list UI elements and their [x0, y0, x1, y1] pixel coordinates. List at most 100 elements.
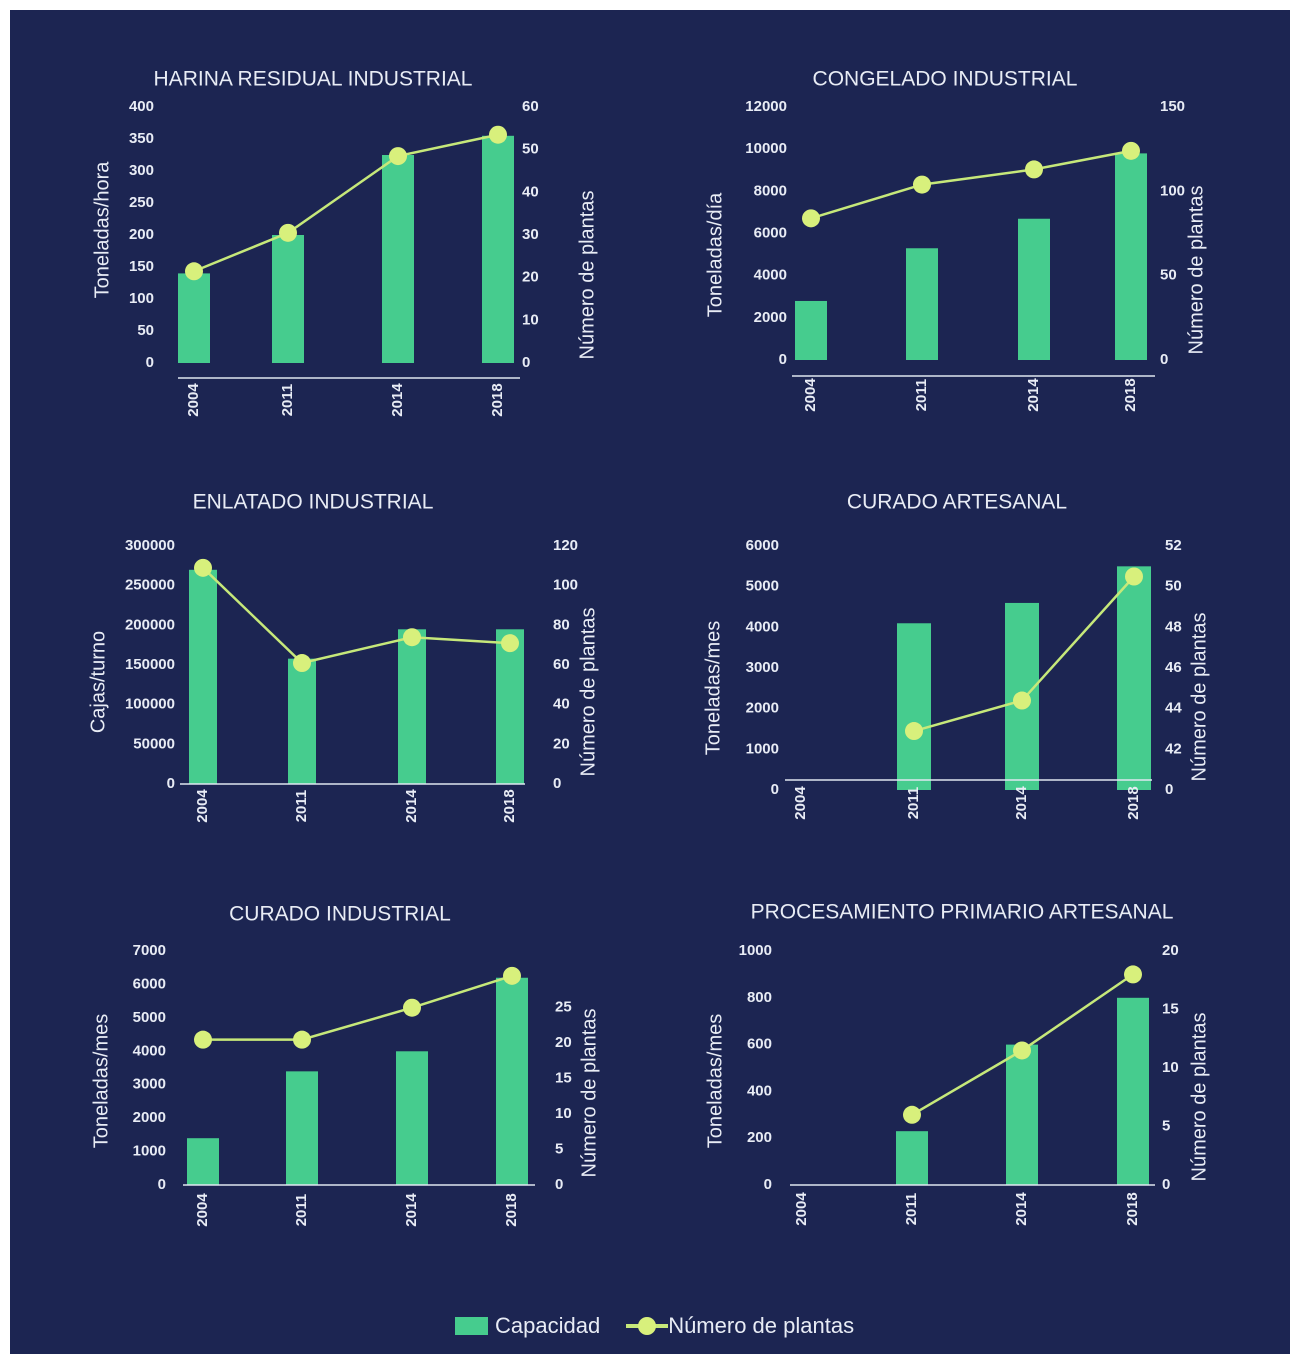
chart-1-y2tick-label: 50	[522, 141, 539, 158]
chart-4-xtick-label: 2014	[1013, 786, 1030, 820]
chart-3-xtick-label: 2018	[501, 789, 518, 822]
chart-6-xtick-label: 2018	[1124, 1192, 1141, 1225]
chart-3-plants-point-2014	[403, 628, 421, 647]
chart-5-ytick-label: 7000	[133, 942, 166, 959]
chart-4-y2tick-label: 48	[1165, 618, 1182, 635]
chart-4-plants-point-2018	[1125, 567, 1143, 586]
chart-4-y-label: Toneladas/mes	[702, 621, 724, 756]
chart-1-bar-2011	[272, 235, 304, 363]
chart-5-ytick-label: 5000	[133, 1009, 166, 1026]
chart-4-y2tick-label: 44	[1165, 700, 1182, 717]
chart-1-y2tick-label: 10	[522, 311, 539, 328]
chart-1-ytick-label: 50	[137, 322, 154, 339]
chart-1-y2tick-label: 40	[522, 183, 539, 200]
chart-4-xtick-label: 2004	[792, 786, 809, 820]
chart-5-xtick-label: 2018	[503, 1193, 520, 1226]
chart-5-bar-2018	[496, 977, 528, 1185]
chart-1-y2tick-label: 60	[522, 98, 539, 115]
chart-1-y2tick-label: 0	[522, 354, 530, 371]
chart-2-y2tick-label: 100	[1160, 182, 1185, 199]
chart-5-ytick-label: 0	[158, 1176, 166, 1193]
chart-2-ytick-label: 10000	[745, 140, 787, 157]
chart-6-plants-point-2018	[1124, 965, 1142, 984]
chart-3-y2tick-label: 120	[553, 537, 578, 554]
chart-3-y2tick-label: 80	[553, 616, 570, 633]
chart-2-xtick-label: 2014	[1025, 378, 1042, 412]
chart-3-title: ENLATADO INDUSTRIAL	[193, 491, 434, 514]
chart-1-ytick-label: 200	[129, 226, 154, 243]
chart-6-ytick-label: 200	[747, 1129, 772, 1146]
chart-3-xtick-label: 2004	[194, 789, 211, 823]
chart-5-ytick-label: 3000	[133, 1076, 166, 1093]
chart-6-y2tick-label: 5	[1162, 1117, 1170, 1134]
chart-6-ytick-label: 800	[747, 989, 772, 1006]
chart-1-xtick-label: 2004	[185, 383, 202, 417]
chart-6-y2tick-label: 20	[1162, 942, 1179, 959]
chart-3-y2tick-label: 60	[553, 656, 570, 673]
chart-1-bar-2014	[382, 155, 414, 363]
chart-3-ytick-label: 150000	[125, 656, 175, 673]
chart-1-ytick-label: 350	[129, 130, 154, 147]
chart-2-bar-2011	[906, 248, 938, 360]
chart-4-xtick-label: 2011	[905, 787, 922, 820]
chart-2-xtick-label: 2004	[802, 378, 819, 412]
chart-4-ytick-label: 2000	[746, 700, 779, 717]
chart-6-ytick-label: 600	[747, 1036, 772, 1053]
chart-1-plants-point-2018	[489, 125, 507, 144]
legend-bar-label: Capacidad	[495, 1313, 601, 1338]
chart-2-plants-point-2014	[1025, 160, 1043, 179]
chart-3-y2tick-label: 0	[553, 775, 561, 792]
chart-2-plants-point-2004	[802, 209, 820, 228]
chart-5-y2tick-label: 10	[555, 1105, 572, 1122]
chart-1-y-label: Toneladas/hora	[91, 161, 113, 299]
chart-4-y2tick-label: 50	[1165, 578, 1182, 595]
chart-1-plants-point-2011	[279, 223, 297, 242]
chart-2-bar-2014	[1018, 218, 1050, 360]
chart-3-ytick-label: 100000	[125, 696, 175, 713]
chart-1-ytick-label: 150	[129, 258, 154, 275]
chart-6-y-label: Toneladas/mes	[704, 1014, 726, 1149]
chart-2-plants-line	[810, 149, 1132, 220]
chart-3-plants-line	[202, 566, 511, 665]
chart-3-plants-point-2011	[293, 654, 311, 673]
chart-3-y2tick-label: 20	[553, 735, 570, 752]
chart-2-title: CONGELADO INDUSTRIAL	[813, 68, 1078, 91]
chart-2-y2tick-label: 50	[1160, 267, 1177, 284]
chart-6-bar-2018	[1117, 997, 1149, 1185]
chart-1-ytick-label: 250	[129, 194, 154, 211]
chart-6-y2-label: Número de plantas	[1188, 1013, 1210, 1182]
chart-2-y-label: Toneladas/día	[704, 192, 726, 317]
chart-6-xtick-label: 2014	[1013, 1192, 1030, 1226]
chart-2-ytick-label: 2000	[754, 309, 787, 326]
chart-3-y2-label: Número de plantas	[577, 608, 599, 777]
chart-4-bar-2011	[897, 623, 931, 790]
chart-5-bar-2014	[396, 1051, 428, 1185]
chart-3-bar-2014	[398, 629, 426, 784]
chart-1-ytick-label: 0	[146, 354, 154, 371]
chart-5-title: CURADO INDUSTRIAL	[229, 903, 451, 926]
chart-4-y2-label: Número de plantas	[1188, 613, 1210, 782]
chart-1-xtick-label: 2018	[489, 383, 506, 416]
chart-5-bar-2004	[187, 1138, 219, 1185]
chart-1-xtick-label: 2011	[279, 384, 296, 417]
chart-1-y2tick-label: 20	[522, 269, 539, 286]
legend-dot-icon	[638, 1317, 657, 1335]
chart-2-y2tick-label: 0	[1160, 351, 1168, 368]
chart-2-ytick-label: 4000	[754, 267, 787, 284]
figure-panel	[10, 10, 1290, 1354]
chart-2-bar-2018	[1115, 153, 1147, 360]
chart-3-plants-point-2004	[194, 558, 212, 577]
chart-1-y2-label: Número de plantas	[576, 191, 598, 360]
chart-6-y2tick-label: 0	[1162, 1176, 1170, 1193]
chart-3-ytick-label: 200000	[125, 616, 175, 633]
chart-6-ytick-label: 0	[764, 1176, 772, 1193]
chart-4-bar-2018	[1117, 566, 1151, 790]
legend-bar-swatch	[455, 1317, 488, 1335]
legend: Capacidad Número de plantas	[455, 1306, 854, 1346]
chart-5-plants-line	[203, 974, 513, 1041]
chart-2-plants-point-2011	[913, 175, 931, 194]
chart-5-plants-point-2011	[293, 1030, 311, 1049]
chart-3-ytick-label: 250000	[125, 577, 175, 594]
chart-2-ytick-label: 0	[779, 351, 787, 368]
